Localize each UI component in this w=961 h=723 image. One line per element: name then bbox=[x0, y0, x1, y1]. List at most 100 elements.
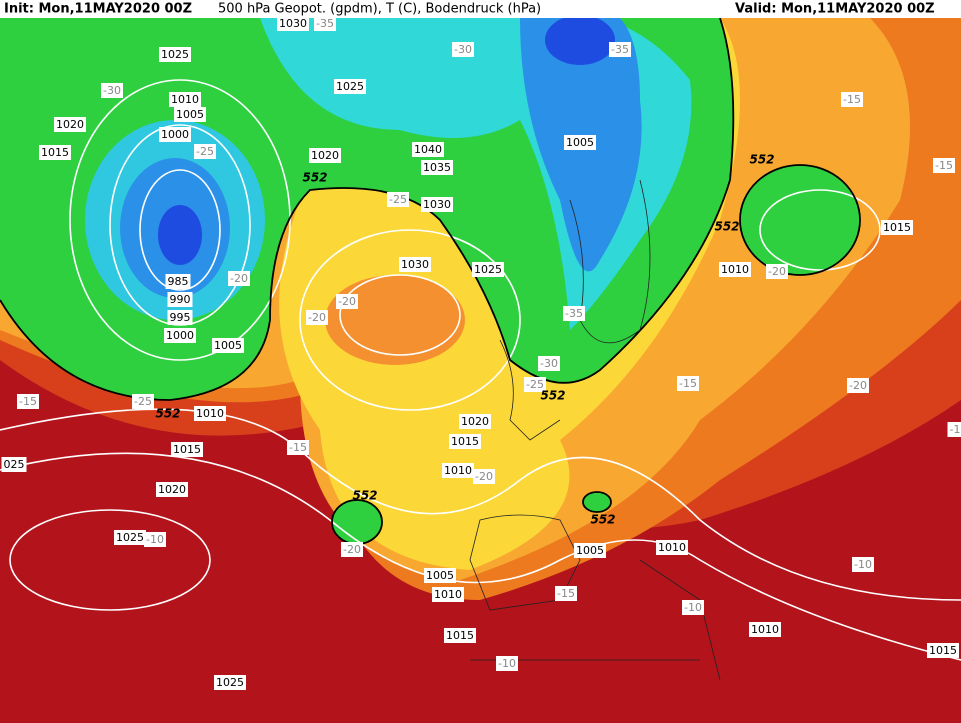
temperature-label: -20 bbox=[230, 272, 248, 285]
isobar-label: 1025 bbox=[474, 263, 502, 276]
isobar-label-box bbox=[194, 406, 226, 421]
temperature-label: -20 bbox=[343, 543, 361, 556]
temperature-label: -15 bbox=[843, 93, 861, 106]
temperature-label: -35 bbox=[611, 43, 629, 56]
isobar-label: 1030 bbox=[401, 258, 429, 271]
isobar-label-box bbox=[309, 148, 341, 163]
isobar-label: 1025 bbox=[116, 531, 144, 544]
isobar-label: 1025 bbox=[161, 48, 189, 61]
temperature-label: -15 bbox=[289, 441, 307, 454]
temperature-label-box bbox=[452, 42, 474, 57]
temperature-label: -35 bbox=[316, 17, 334, 30]
temperature-label: -30 bbox=[103, 84, 121, 97]
isobar-label: 1010 bbox=[751, 623, 779, 636]
temperature-label-box bbox=[852, 557, 874, 572]
field-deep-blue bbox=[158, 205, 202, 265]
isobar-label: 1005 bbox=[426, 569, 454, 582]
temperature-label: -10 bbox=[684, 601, 702, 614]
isobar-label: 1010 bbox=[721, 263, 749, 276]
geopotential-label: 552 bbox=[590, 513, 615, 527]
isobar-label-box bbox=[432, 587, 464, 602]
geopotential-label: 552 bbox=[155, 407, 180, 421]
temperature-label-box bbox=[132, 394, 154, 409]
isobar-label-box bbox=[159, 47, 191, 62]
isobar-label: 1020 bbox=[461, 415, 489, 428]
geopotential-label: 552 bbox=[714, 220, 739, 234]
isobar-label-box bbox=[159, 127, 191, 142]
isobar-label-box bbox=[169, 92, 201, 107]
isobar-label: 1015 bbox=[929, 644, 957, 657]
isobar-label-box bbox=[449, 434, 481, 449]
isobar-label-box bbox=[412, 142, 444, 157]
isobar-label-box bbox=[719, 262, 751, 277]
temperature-label-box bbox=[101, 83, 123, 98]
isobar-label-box bbox=[39, 145, 71, 160]
field-green-east bbox=[740, 165, 860, 275]
isobar-label: 990 bbox=[170, 293, 191, 306]
isobar-label-box bbox=[444, 628, 476, 643]
init-time: Init: Mon,11MAY2020 00Z bbox=[4, 2, 192, 17]
isobar-label: 1000 bbox=[166, 329, 194, 342]
isobar-label-box bbox=[399, 257, 431, 272]
isobar bbox=[9, 509, 211, 611]
temperature-label: -25 bbox=[134, 395, 152, 408]
isobar-label: 1015 bbox=[41, 146, 69, 159]
temperature-label-box bbox=[947, 422, 961, 437]
isobar-label-box bbox=[442, 463, 474, 478]
temperature-label: -20 bbox=[849, 379, 867, 392]
isobar-label: 1005 bbox=[576, 544, 604, 557]
temperature-label-box bbox=[17, 394, 39, 409]
isobar-label-box bbox=[472, 262, 504, 277]
isobar-label-box bbox=[212, 338, 244, 353]
isobar-label-box bbox=[174, 107, 206, 122]
isobar-label-box bbox=[171, 442, 203, 457]
temperature-label: -15 bbox=[557, 587, 575, 600]
isobar-label: 1005 bbox=[566, 136, 594, 149]
isobar-label-box bbox=[574, 543, 606, 558]
isobar-label: 1025 bbox=[336, 80, 364, 93]
isobar-label: 995 bbox=[170, 311, 191, 324]
temperature-label: -1 bbox=[950, 423, 961, 436]
isobar-label-box bbox=[156, 482, 188, 497]
isobar-label-box bbox=[656, 540, 688, 555]
isobar-label: 1010 bbox=[171, 93, 199, 106]
isobar-label-box bbox=[214, 675, 246, 690]
temperature-label-box bbox=[847, 378, 869, 393]
valid-time: Valid: Mon,11MAY2020 00Z bbox=[735, 2, 935, 17]
temperature-label: -35 bbox=[565, 307, 583, 320]
isobar-label: 1015 bbox=[451, 435, 479, 448]
isobar-label: 1005 bbox=[176, 108, 204, 121]
isobar-label: 1030 bbox=[279, 17, 307, 30]
isobar-label-box bbox=[424, 568, 456, 583]
isobar-label-box bbox=[164, 328, 196, 343]
field-green-small bbox=[583, 492, 611, 512]
isobar-label-box bbox=[165, 274, 191, 289]
isobar-label: 1015 bbox=[446, 629, 474, 642]
temperature-label: -20 bbox=[338, 295, 356, 308]
temperature-label-box bbox=[841, 92, 863, 107]
temperature-label-box bbox=[228, 271, 250, 286]
temperature-label-box bbox=[194, 144, 216, 159]
temperature-label: -15 bbox=[935, 159, 953, 172]
temperature-label-box bbox=[306, 310, 328, 325]
isobar-label: 1015 bbox=[883, 221, 911, 234]
isobar-label: 1010 bbox=[434, 588, 462, 601]
isobar-label: 1010 bbox=[658, 541, 686, 554]
temperature-label: -25 bbox=[526, 378, 544, 391]
isobar-label: 1000 bbox=[161, 128, 189, 141]
isobar-label: 1015 bbox=[173, 443, 201, 456]
temperature-label: -20 bbox=[475, 470, 493, 483]
temperature-label-box bbox=[144, 532, 166, 547]
temperature-label-box bbox=[677, 376, 699, 391]
isobar-label-box bbox=[114, 530, 146, 545]
isobar bbox=[0, 452, 961, 661]
contour-552 bbox=[739, 164, 861, 276]
geopotential-label: 552 bbox=[302, 171, 327, 185]
field-green-cutoff bbox=[332, 500, 382, 544]
temperature-label-box bbox=[314, 16, 336, 31]
isobar-label-box bbox=[749, 622, 781, 637]
temperature-label-box bbox=[555, 586, 577, 601]
isobar bbox=[759, 189, 881, 271]
